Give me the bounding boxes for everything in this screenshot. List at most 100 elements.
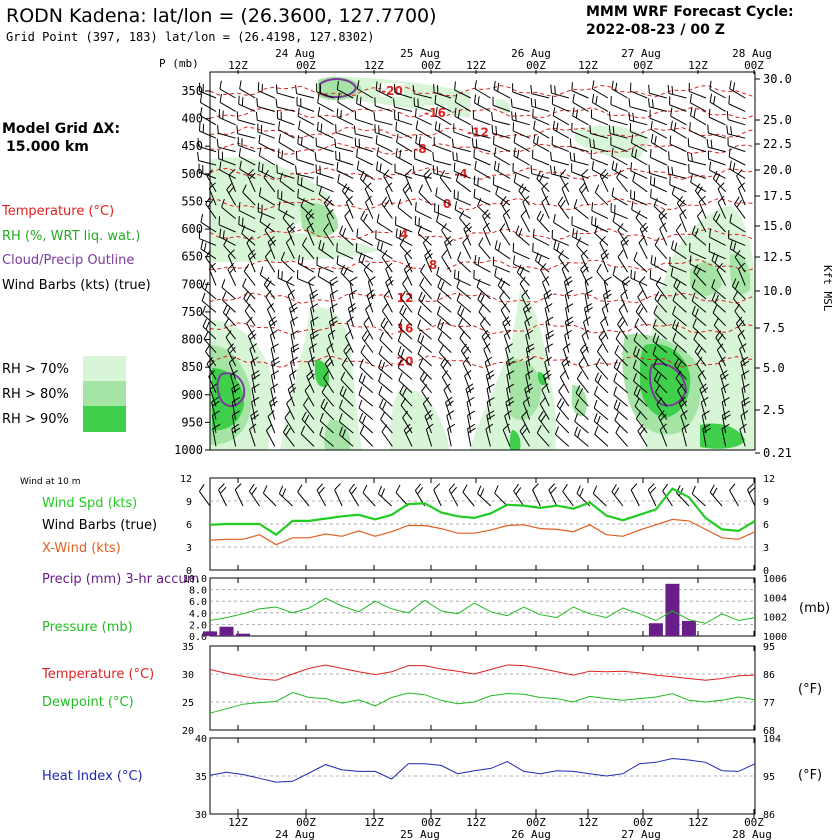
wind-barb-flag xyxy=(323,370,329,379)
wind-barb xyxy=(631,209,648,220)
wind-barb xyxy=(297,278,315,287)
wind-barb-flag xyxy=(740,356,749,363)
wind-barb-flag xyxy=(270,343,279,349)
forecast-cycle-line1: MMM WRF Forecast Cycle: xyxy=(586,4,794,20)
wind-barb-flag xyxy=(414,215,417,225)
wind-barb-flag xyxy=(383,289,391,297)
wind-barb xyxy=(650,129,668,139)
wind-barb xyxy=(654,244,668,260)
wind-barb xyxy=(219,169,236,179)
wind-barb-flag xyxy=(505,396,514,403)
wind-barb-flag xyxy=(655,335,660,344)
wind-barb xyxy=(555,419,570,434)
wind-barb-flag xyxy=(672,319,676,328)
wind-barb xyxy=(570,146,589,153)
wind-barb-flag xyxy=(573,199,578,208)
wind-barb xyxy=(219,236,236,246)
wind-barb xyxy=(512,119,530,126)
wind-barb xyxy=(218,117,236,126)
wind-barb xyxy=(307,362,315,380)
height-tick-label: 15.0 xyxy=(763,219,792,233)
wind-barb-flag xyxy=(301,411,307,420)
wind-barb-flag xyxy=(589,138,592,148)
wind-barb-flag xyxy=(525,370,534,376)
wind-barb-flag xyxy=(395,148,398,157)
wind-barb xyxy=(709,169,726,179)
wind-barb xyxy=(296,173,315,179)
wind-barb xyxy=(617,324,629,340)
wind-barb-flag xyxy=(612,126,615,135)
wind-barb-flag xyxy=(497,242,501,252)
top-hour-label: 12Z xyxy=(364,59,384,72)
wind-barb xyxy=(309,348,315,367)
wind-barb-flag xyxy=(321,242,325,251)
wind-barb xyxy=(580,269,589,286)
wind-barb-flag xyxy=(364,333,370,342)
wind-barb xyxy=(378,353,393,367)
wind-barb-flag xyxy=(323,401,328,410)
wind-barb xyxy=(375,132,393,139)
wind-barb xyxy=(611,195,628,206)
wind-barb xyxy=(320,406,334,420)
wind-barb xyxy=(542,375,550,393)
wind-barb-flag xyxy=(713,95,716,105)
wind-barb-flag xyxy=(473,175,476,185)
wind-barb xyxy=(500,202,511,219)
wind-barb-flag xyxy=(574,426,578,436)
wind-barb xyxy=(574,420,589,434)
wind-barb-10m xyxy=(548,489,558,507)
wind-barb xyxy=(206,175,217,193)
wind-barb xyxy=(286,282,295,300)
top-hour-label: 12Z xyxy=(466,59,486,72)
wind-barb-flag xyxy=(696,209,704,217)
wind-barb-flag xyxy=(503,329,512,336)
wind-barb-flag xyxy=(673,345,678,354)
wind-barb-flag xyxy=(678,199,686,207)
wind-barb xyxy=(394,171,413,179)
wind-barb xyxy=(535,260,550,273)
wind-barb xyxy=(494,248,511,260)
wind-barb-flag xyxy=(267,303,274,310)
height-tick-label: 20.0 xyxy=(763,163,792,177)
wind-barb-flag xyxy=(309,289,318,296)
y-tick-label: 2.0 xyxy=(189,620,207,631)
wind-barb xyxy=(398,380,413,394)
wind-barb-flag xyxy=(691,225,696,234)
wind-barb xyxy=(238,224,256,233)
wind-barb-flag xyxy=(670,107,673,117)
wind-barb-10m xyxy=(395,492,409,507)
legend-wind-barbs: Wind Barbs (kts) (true) xyxy=(2,278,151,293)
wind-barb xyxy=(269,335,276,353)
wind-barb xyxy=(709,88,726,99)
wind-barb xyxy=(423,175,433,193)
wind-barb-flag xyxy=(667,165,670,175)
wind-barb-flag xyxy=(601,302,610,310)
wind-barb-flag xyxy=(270,400,278,407)
wind-barb-flag xyxy=(572,107,575,116)
wind-barb xyxy=(499,230,511,246)
wind-barb-flag xyxy=(504,410,512,417)
wind-barb xyxy=(376,155,393,166)
wind-barb-flag xyxy=(202,318,207,327)
wind-barb xyxy=(439,177,452,193)
wind-barb-flag xyxy=(594,372,599,381)
wind-barb xyxy=(671,248,687,260)
wind-barb-flag xyxy=(596,344,603,352)
wind-barb xyxy=(536,218,550,233)
wind-barb xyxy=(397,340,413,353)
wind-barb-flag xyxy=(442,360,449,369)
wind-barb xyxy=(571,171,589,179)
wind-barb-flag xyxy=(539,173,544,182)
wind-barb xyxy=(633,259,648,273)
wind-barb-flag xyxy=(500,280,506,289)
wind-barb-flag xyxy=(480,316,486,325)
wind-barb-flag xyxy=(712,210,718,220)
wind-barb-flag xyxy=(205,344,211,352)
wind-barb-flag xyxy=(574,399,579,408)
wind-barb-flag xyxy=(290,306,298,313)
wind-barb xyxy=(558,391,570,407)
wind-barb-flag xyxy=(709,161,712,171)
wind-barb xyxy=(690,102,707,112)
wind-barb-flag xyxy=(476,278,481,288)
